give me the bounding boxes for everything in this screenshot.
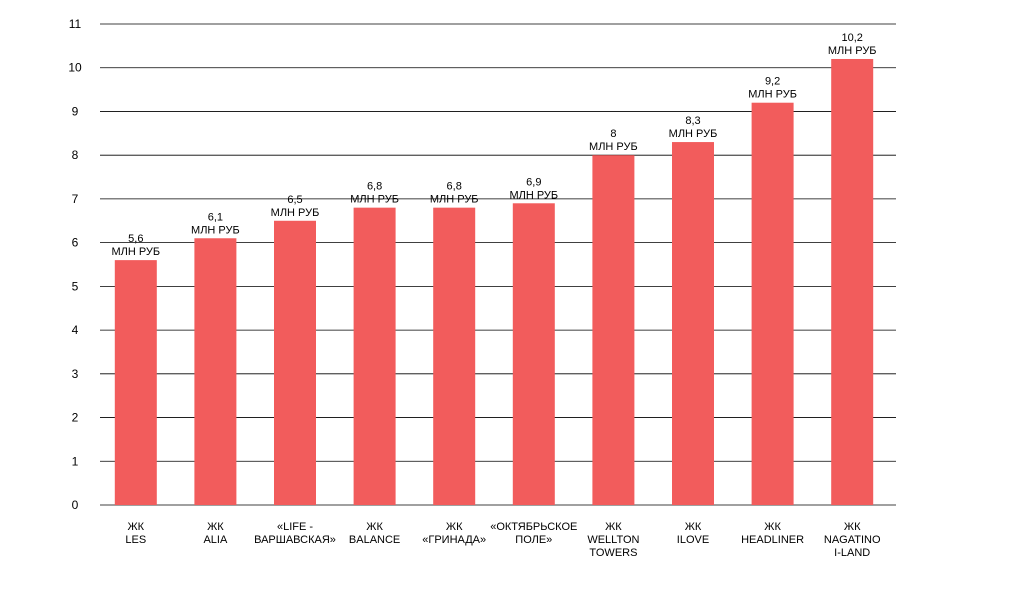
category-label: ВАРШАВСКАЯ» — [254, 534, 336, 546]
y-tick-label: 7 — [72, 192, 79, 206]
y-tick-label: 3 — [72, 367, 79, 381]
bar — [592, 155, 635, 505]
category-label: HEADLINER — [741, 534, 804, 546]
category-label: I-LAND — [834, 547, 870, 559]
bar — [672, 142, 714, 505]
category-label: ЖК — [844, 521, 861, 533]
bar-unit-label: МЛН РУБ — [828, 45, 877, 57]
category-label: «ГРИНАДА» — [422, 534, 486, 546]
bar-unit-label: МЛН РУБ — [111, 246, 160, 258]
bar-value-label: 6,8 — [367, 181, 382, 193]
y-tick-label: 0 — [72, 498, 79, 512]
bar-unit-label: МЛН РУБ — [430, 194, 479, 206]
y-tick-label: 11 — [69, 17, 82, 31]
category-label: ILOVE — [677, 534, 709, 546]
bar-unit-label: МЛН РУБ — [271, 207, 320, 219]
bar-unit-label: МЛН РУБ — [350, 194, 399, 206]
bar-value-label: 6,1 — [208, 211, 223, 223]
bar-value-label: 6,9 — [526, 176, 541, 188]
category-label: ЖК — [366, 521, 383, 533]
bar — [353, 207, 396, 505]
y-tick-label: 1 — [72, 454, 79, 468]
y-tick-label: 4 — [72, 323, 79, 337]
category-label: ЖК — [207, 521, 224, 533]
bar-value-label: 10,2 — [841, 32, 862, 44]
y-tick-label: 5 — [72, 279, 79, 293]
category-label: BALANCE — [349, 534, 400, 546]
category-label: LES — [125, 534, 146, 546]
bar — [512, 203, 555, 506]
category-label: ПОЛЕ» — [515, 534, 552, 546]
category-label: ЖК — [685, 521, 702, 533]
bar-unit-label: МЛН РУБ — [509, 189, 558, 201]
bar — [831, 58, 874, 506]
bar-value-label: 6,5 — [287, 194, 302, 206]
y-tick-label: 10 — [68, 61, 82, 75]
category-label: ALIA — [203, 534, 228, 546]
category-label: ЖК — [764, 521, 781, 533]
category-label: WELLTON — [587, 534, 639, 546]
bar-unit-label: МЛН РУБ — [191, 224, 240, 236]
category-label: TOWERS — [589, 547, 637, 559]
category-label: «ОКТЯБРЬСКОЕ — [490, 521, 577, 533]
y-tick-label: 6 — [72, 236, 79, 250]
y-tick-label: 9 — [72, 104, 79, 118]
bar-unit-label: МЛН РУБ — [669, 128, 718, 140]
bar-value-label: 5,6 — [128, 233, 143, 245]
category-label: NAGATINO — [824, 534, 881, 546]
category-label: ЖК — [605, 521, 622, 533]
y-tick-label: 2 — [72, 411, 79, 425]
bar-value-label: 6,8 — [447, 181, 462, 193]
bar-value-label: 8,3 — [685, 115, 700, 127]
bar — [433, 207, 476, 505]
bar-value-label: 9,2 — [765, 76, 780, 88]
bars — [114, 58, 874, 506]
y-tick-label: 8 — [72, 148, 79, 162]
category-label: «LIFE - — [277, 521, 313, 533]
bar-unit-label: МЛН РУБ — [748, 89, 797, 101]
bar-value-label: 8 — [610, 128, 616, 140]
bar-unit-label: МЛН РУБ — [589, 141, 638, 153]
bar — [274, 220, 316, 506]
bar — [114, 260, 157, 505]
bar — [751, 102, 794, 505]
bar — [194, 238, 237, 505]
y-axis-ticks: 0 1 2 3 4 5 6 7 8 9 10 11 — [68, 17, 82, 512]
category-label: ЖК — [128, 521, 145, 533]
category-label: ЖК — [446, 521, 463, 533]
